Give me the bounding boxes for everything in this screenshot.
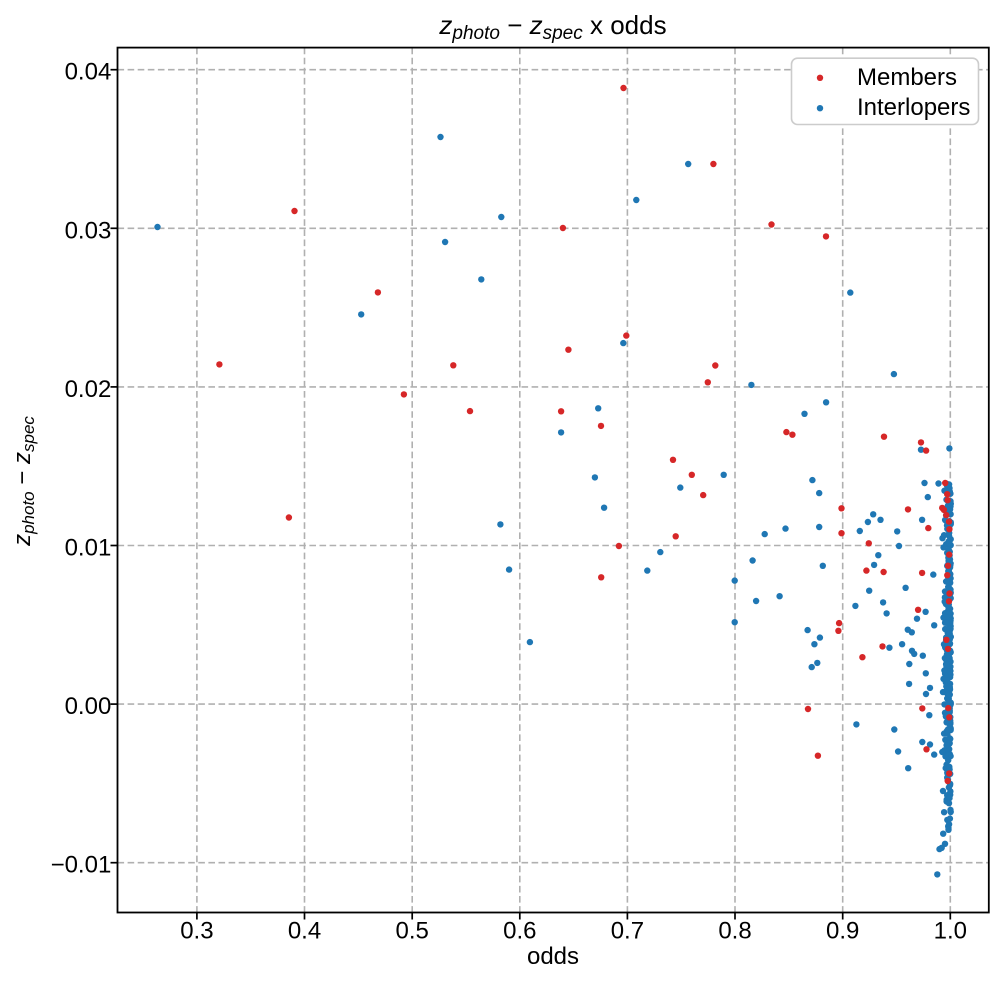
svg-text:zphoto − zspec x odds: zphoto − zspec x odds bbox=[438, 10, 666, 44]
svg-text:0.7: 0.7 bbox=[611, 918, 644, 945]
svg-text:zphoto − zspec: zphoto − zspec bbox=[9, 416, 38, 547]
svg-text:0.3: 0.3 bbox=[180, 918, 213, 945]
svg-text:0.03: 0.03 bbox=[65, 217, 112, 244]
svg-text:0.00: 0.00 bbox=[65, 693, 112, 720]
svg-text:0.04: 0.04 bbox=[65, 59, 112, 86]
svg-text:0.6: 0.6 bbox=[503, 918, 536, 945]
svg-text:odds: odds bbox=[527, 943, 579, 970]
svg-text:0.5: 0.5 bbox=[396, 918, 429, 945]
svg-text:0.8: 0.8 bbox=[718, 918, 751, 945]
svg-text:0.01: 0.01 bbox=[65, 535, 112, 562]
svg-text:1.0: 1.0 bbox=[934, 918, 967, 945]
svg-text:0.4: 0.4 bbox=[288, 918, 321, 945]
svg-text:Interlopers: Interlopers bbox=[857, 94, 970, 121]
svg-text:0.9: 0.9 bbox=[826, 918, 859, 945]
svg-text:0.02: 0.02 bbox=[65, 376, 112, 403]
svg-text:−0.01: −0.01 bbox=[51, 852, 112, 879]
svg-text:Members: Members bbox=[857, 64, 957, 91]
